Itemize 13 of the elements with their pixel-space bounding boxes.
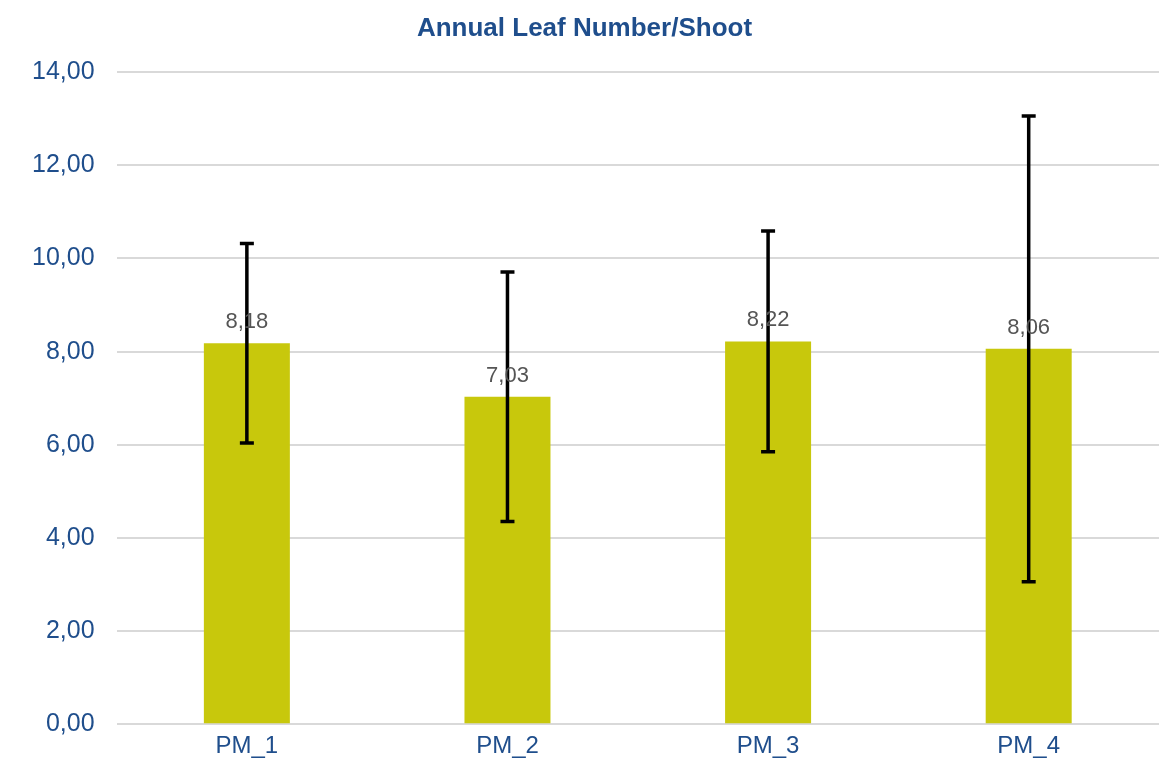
x-tick-label: PM_4 bbox=[997, 731, 1061, 759]
y-tick-label: 12,00 bbox=[32, 149, 95, 178]
x-tick-label: PM_1 bbox=[215, 731, 279, 759]
y-tick-label: 8,00 bbox=[45, 335, 95, 364]
chart-title: Annual Leaf Number/Shoot bbox=[416, 11, 753, 42]
y-tick-label: 6,00 bbox=[45, 428, 95, 457]
x-tick-label: PM_2 bbox=[476, 731, 539, 759]
y-tick-label: 0,00 bbox=[45, 708, 95, 737]
y-tick-label: 4,00 bbox=[45, 521, 95, 550]
y-tick-label: 2,00 bbox=[45, 614, 95, 643]
y-tick-label: 10,00 bbox=[32, 242, 95, 271]
y-tick-label: 14,00 bbox=[32, 56, 95, 85]
x-tick-label: PM_3 bbox=[736, 731, 800, 759]
